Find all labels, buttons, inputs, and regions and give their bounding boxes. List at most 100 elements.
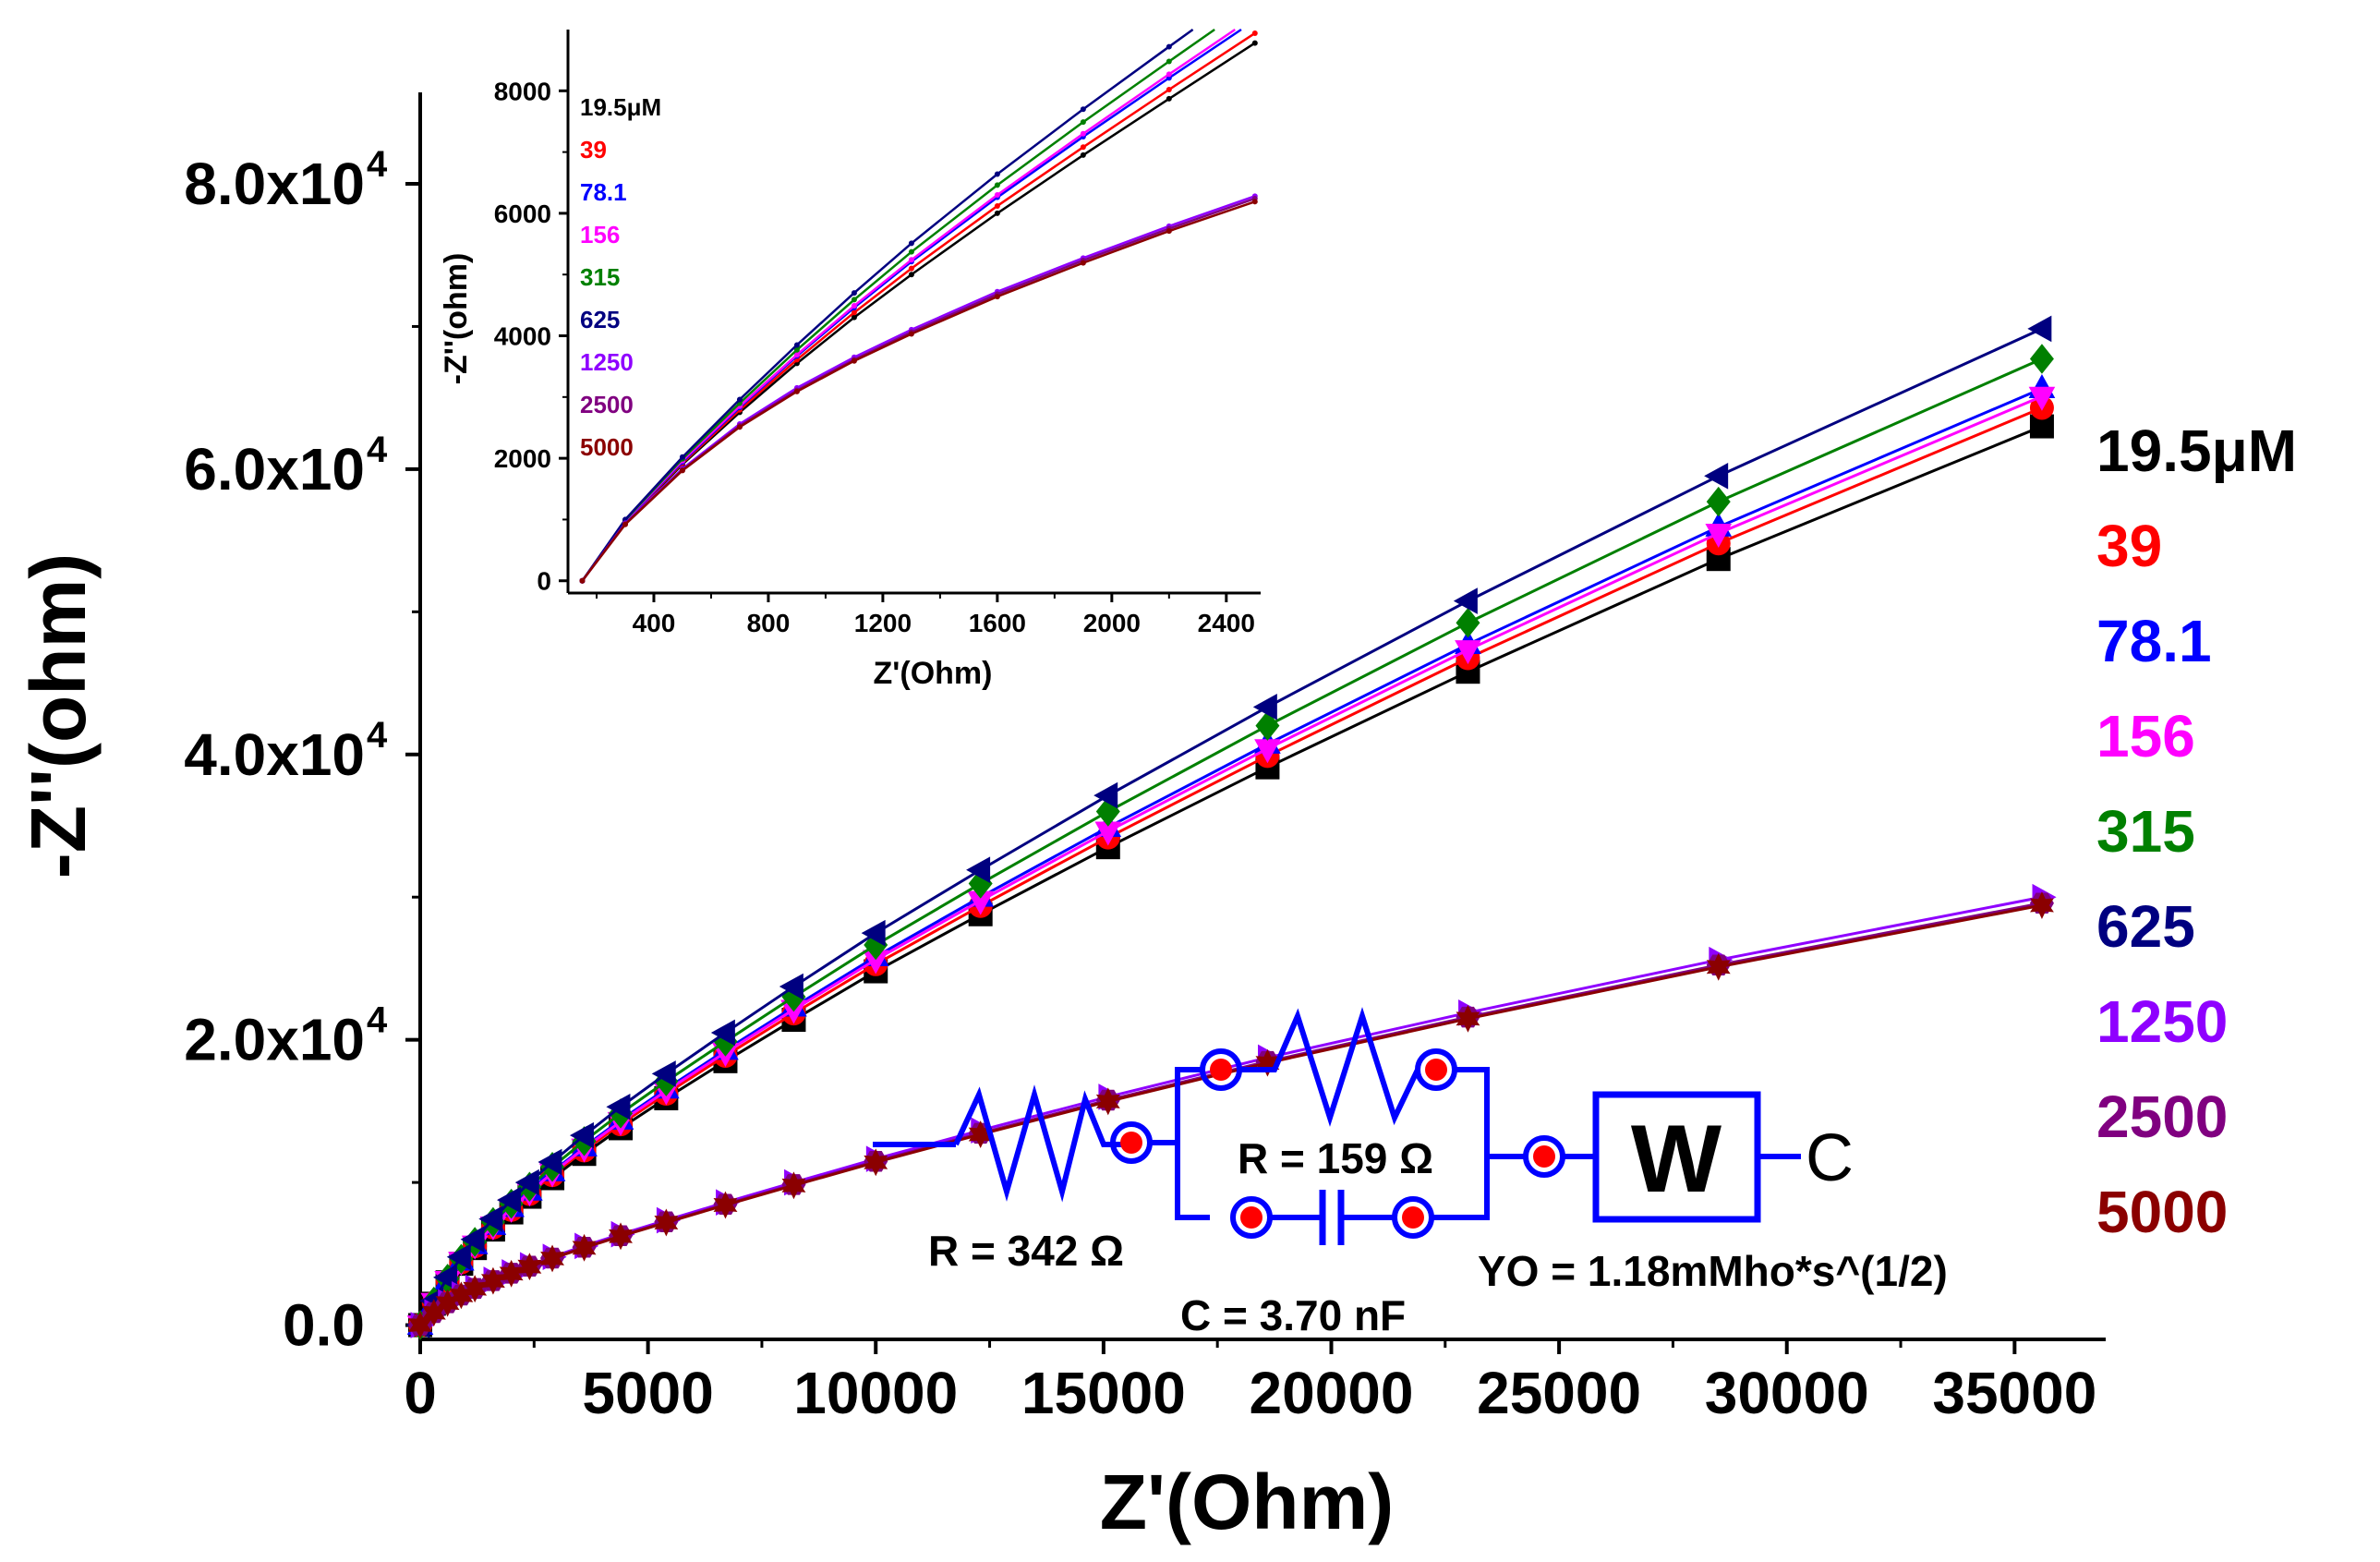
inset-x-tick-label: 800 [747, 609, 791, 637]
inset-series-line [581, 28, 1194, 582]
main-data-point [1456, 1004, 1480, 1033]
main-data-point [864, 1148, 888, 1177]
inset-series-line [581, 42, 1256, 582]
main-data-point [497, 1186, 522, 1214]
inset-data-point [1166, 71, 1172, 78]
main-data-point [569, 1121, 594, 1149]
node-5 [1402, 1206, 1424, 1229]
main-data-point [779, 973, 803, 1000]
main-legend-entry: 1250 [2096, 988, 2228, 1055]
resistor-r2 [1239, 1007, 1420, 1127]
main-data-point [460, 1226, 485, 1253]
main-legend-entry: 2500 [2096, 1084, 2228, 1150]
main-data-point [499, 1259, 524, 1288]
inset-data-point [994, 171, 1000, 177]
inset-data-point [1080, 119, 1086, 126]
main-series-line [418, 406, 2043, 1326]
main-series-line [418, 357, 2043, 1326]
inset-y-tick-label: 4000 [494, 322, 551, 351]
inset-data-point [1251, 40, 1258, 46]
main-series-line [418, 394, 2043, 1326]
main-x-tick-label: 30000 [1705, 1360, 1869, 1426]
inset-series-5000 [579, 199, 1258, 584]
main-series-line [418, 387, 2043, 1326]
inset-data-point [851, 357, 857, 364]
warburg-value: YO = 1.18mMho*s^(1/2) [1478, 1247, 1948, 1295]
main-y-axis-label: -Z''(ohm) [15, 553, 102, 879]
main-data-point [966, 856, 991, 884]
inset-x-tick-label: 1600 [969, 609, 1026, 637]
inset-data-point [1251, 199, 1258, 205]
inset-x-tick-label: 1200 [854, 609, 912, 637]
inset-data-point [908, 248, 914, 255]
main-data-point [572, 1233, 597, 1262]
inset-y-tick-label: 8000 [494, 77, 551, 105]
inset-data-point [1166, 228, 1172, 235]
inset-series-39 [579, 30, 1258, 584]
main-data-point [478, 1205, 503, 1232]
inset-series-line [581, 31, 1256, 582]
inset-data-point [851, 309, 857, 316]
r1-value: R = 342 Ω [928, 1227, 1124, 1275]
main-data-point [540, 1244, 564, 1273]
inset-data-point [1166, 95, 1172, 102]
main-data-point [651, 1060, 676, 1087]
main-y-tick-label: 4.0x10 [184, 721, 365, 788]
inset-y-tick-label: 6000 [494, 200, 551, 228]
inset-legend-entry: 156 [580, 221, 620, 248]
inset-data-point [793, 342, 800, 348]
main-data-point [1455, 640, 1481, 665]
inset-plot: 400 800 1200 1600 2000 2400 0 2000 4000 6000 8000 [494, 28, 1261, 637]
main-data-point [968, 1120, 993, 1149]
main-data-point [421, 1299, 446, 1327]
main-data-point [713, 1191, 738, 1219]
main-data-point [463, 1275, 488, 1303]
main-x-axis-label: Z'(Ohm) [1100, 1459, 1395, 1545]
main-y-tick-label: 0.0 [283, 1292, 365, 1359]
main-data-point [1254, 739, 1281, 764]
inset-legend-entry: 78.1 [580, 178, 627, 206]
inset-data-point [793, 388, 800, 394]
main-data-point [967, 890, 994, 915]
inset-data-point [851, 303, 857, 309]
main-legend-entry: 156 [2096, 703, 2195, 769]
inset-y-tick-label: 2000 [494, 444, 551, 473]
inset-legend: 19.5μM 39 78.1 156 315 625 1250 2500 5000 [580, 93, 661, 461]
main-data-point [1704, 463, 1729, 490]
main-x-tick-label: 25000 [1477, 1360, 1641, 1426]
inset-series-line [581, 200, 1256, 582]
main-x-tick-label: 20000 [1250, 1360, 1414, 1426]
inset-data-point [908, 331, 914, 337]
main-data-point [449, 1281, 474, 1310]
inset-series-line [581, 28, 1242, 582]
inset-data-point [1080, 151, 1086, 158]
main-y-tick-label: 8.0x10 [184, 151, 365, 217]
inset-data-point [1166, 43, 1172, 50]
inset-data-point [679, 454, 685, 460]
main-y-tick-label: 6.0x10 [184, 436, 365, 503]
main-legend-entry: 78.1 [2096, 608, 2212, 674]
inset-data-point [908, 272, 914, 278]
inset-series-625 [579, 28, 1194, 584]
inset-data-point [851, 314, 857, 321]
inset-data-point [793, 352, 800, 358]
inset-data-point [994, 210, 1000, 216]
warburg-symbol: W [1631, 1106, 1722, 1213]
main-data-point [710, 1019, 735, 1047]
main-data-point [480, 1266, 505, 1295]
inset-legend-entry: 5000 [580, 433, 634, 461]
inset-legend-entry: 315 [580, 263, 620, 291]
inset-series-19.5μM [579, 40, 1258, 584]
main-data-point [432, 1264, 457, 1291]
main-data-point [1456, 607, 1480, 638]
inset-data-point [1080, 106, 1086, 113]
inset-data-point [736, 424, 743, 430]
inset-data-point [994, 192, 1000, 199]
inset-data-point [851, 290, 857, 297]
main-legend-entry: 39 [2096, 513, 2162, 579]
main-legend-entry: 625 [2096, 893, 2195, 960]
main-data-point [1095, 1087, 1120, 1116]
inset-series-78.1 [579, 28, 1242, 584]
inset-legend-entry: 2500 [580, 391, 634, 418]
